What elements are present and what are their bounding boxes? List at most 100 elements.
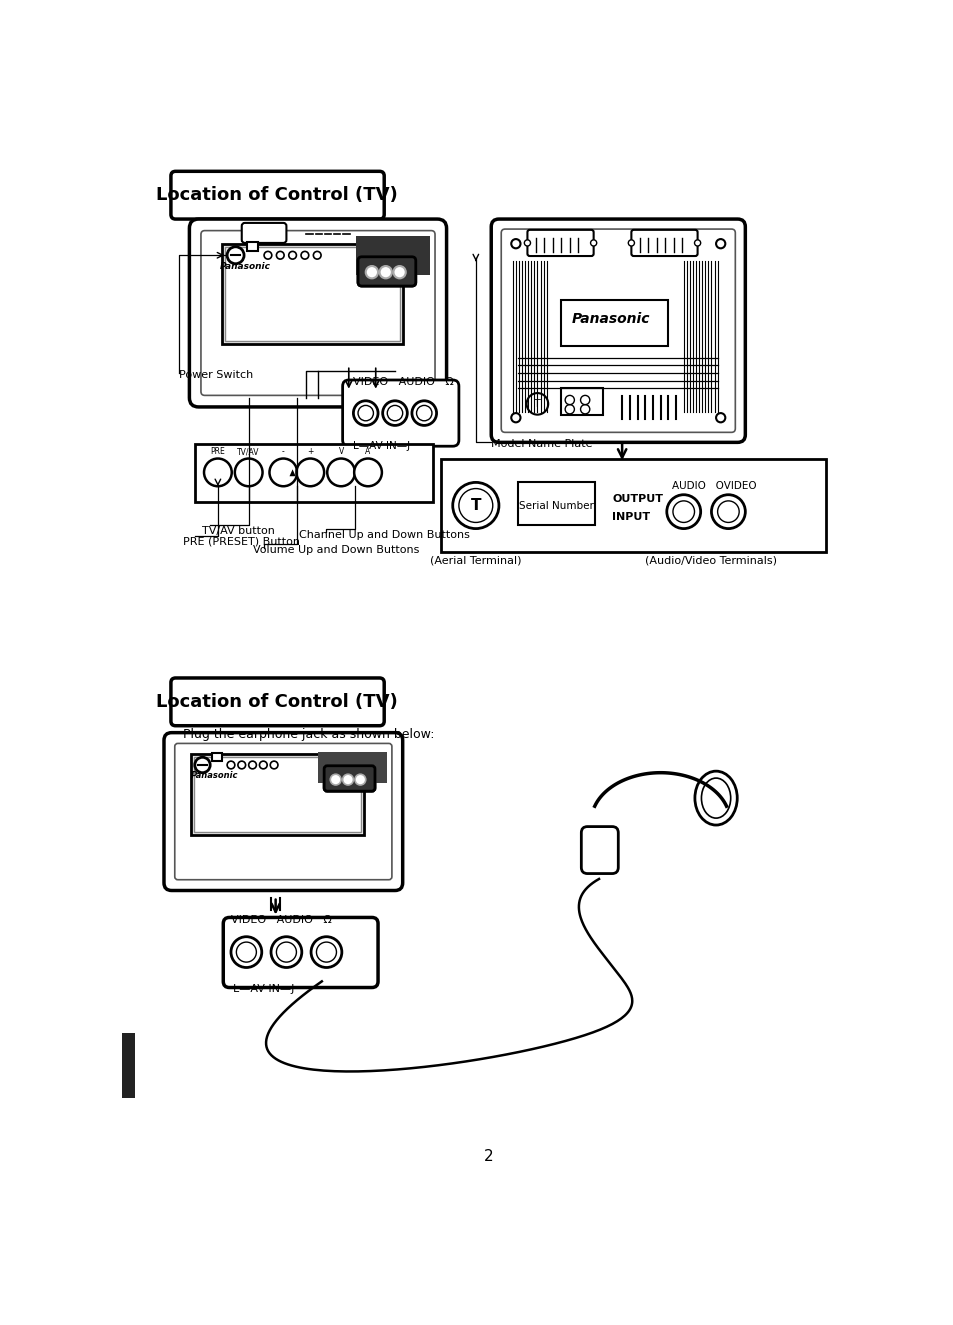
FancyBboxPatch shape (164, 733, 402, 890)
FancyBboxPatch shape (324, 766, 375, 791)
Bar (560, 299, 668, 346)
Circle shape (355, 774, 365, 784)
FancyBboxPatch shape (324, 766, 375, 791)
Text: (Aerial Terminal): (Aerial Terminal) (430, 556, 521, 566)
Bar (191, 754, 364, 835)
Circle shape (387, 405, 402, 421)
Text: VIDEO   AUDIO   Ω: VIDEO AUDIO Ω (231, 914, 332, 925)
Circle shape (357, 405, 373, 421)
Bar (440, 460, 825, 551)
Circle shape (259, 761, 267, 768)
Circle shape (270, 761, 277, 768)
Text: AUDIO   OVIDEO: AUDIO OVIDEO (672, 481, 756, 492)
Text: Serial Number: Serial Number (518, 501, 594, 510)
Text: V: V (338, 447, 343, 456)
Circle shape (227, 246, 244, 264)
Text: -: - (282, 447, 284, 456)
FancyBboxPatch shape (342, 380, 458, 447)
Circle shape (289, 252, 296, 260)
FancyBboxPatch shape (201, 231, 435, 395)
Text: Panasonic: Panasonic (571, 313, 649, 326)
Circle shape (330, 774, 341, 784)
Text: 2: 2 (483, 1149, 494, 1163)
Circle shape (355, 774, 365, 784)
Circle shape (330, 774, 341, 784)
Text: (Audio/Video Terminals): (Audio/Video Terminals) (644, 556, 776, 566)
Circle shape (365, 266, 377, 278)
Text: T: T (470, 498, 480, 513)
Circle shape (717, 501, 739, 522)
Circle shape (276, 252, 284, 260)
FancyBboxPatch shape (171, 171, 384, 219)
Circle shape (412, 400, 436, 425)
FancyBboxPatch shape (223, 917, 377, 987)
Bar (193, 758, 361, 832)
Circle shape (313, 252, 321, 260)
FancyBboxPatch shape (491, 219, 744, 443)
Polygon shape (289, 469, 295, 476)
Text: PRE (PRESET) Button: PRE (PRESET) Button (183, 537, 300, 547)
Circle shape (524, 240, 530, 246)
Text: TV/AV: TV/AV (237, 447, 259, 456)
Text: OUTPUT: OUTPUT (612, 494, 662, 505)
Circle shape (711, 494, 744, 529)
Circle shape (526, 394, 548, 415)
Circle shape (311, 937, 341, 967)
Circle shape (453, 482, 498, 529)
Ellipse shape (694, 771, 737, 825)
Circle shape (353, 400, 377, 425)
Circle shape (716, 413, 724, 423)
FancyBboxPatch shape (357, 257, 416, 286)
Circle shape (327, 458, 355, 486)
Text: L—AV IN—J: L—AV IN—J (353, 441, 410, 452)
FancyBboxPatch shape (631, 229, 697, 256)
Circle shape (276, 942, 296, 962)
Circle shape (231, 937, 261, 967)
Circle shape (416, 405, 432, 421)
Bar (517, 482, 595, 525)
Circle shape (511, 413, 520, 423)
Circle shape (379, 266, 392, 278)
Text: Panasonic: Panasonic (191, 771, 238, 779)
Circle shape (365, 266, 377, 278)
Circle shape (666, 494, 700, 529)
Text: Plug the earphone jack as shown below:: Plug the earphone jack as shown below: (183, 729, 435, 742)
Text: TV/AV button: TV/AV button (202, 526, 275, 535)
Text: Channel Up and Down Buttons: Channel Up and Down Buttons (298, 530, 469, 539)
Circle shape (716, 238, 724, 248)
Circle shape (249, 761, 256, 768)
Circle shape (644, 317, 649, 322)
Bar (221, 244, 402, 343)
Ellipse shape (700, 778, 730, 818)
Circle shape (236, 942, 256, 962)
FancyBboxPatch shape (500, 229, 735, 432)
Text: T: T (534, 399, 540, 409)
Bar (194, 444, 433, 502)
Text: L—AV IN—J: L—AV IN—J (233, 984, 294, 994)
FancyBboxPatch shape (580, 827, 618, 873)
Circle shape (511, 238, 520, 248)
Text: Location of Control (TV): Location of Control (TV) (156, 693, 397, 710)
FancyBboxPatch shape (527, 229, 593, 256)
FancyBboxPatch shape (357, 257, 416, 286)
Circle shape (271, 937, 301, 967)
Circle shape (354, 458, 381, 486)
Circle shape (382, 400, 407, 425)
Circle shape (234, 458, 262, 486)
Bar (121, 1034, 135, 1098)
FancyBboxPatch shape (174, 743, 392, 880)
Text: A: A (365, 447, 371, 456)
Circle shape (590, 240, 596, 246)
FancyBboxPatch shape (241, 223, 286, 242)
Circle shape (204, 458, 232, 486)
Circle shape (672, 501, 694, 522)
Circle shape (573, 317, 578, 322)
Text: Model Name Plate: Model Name Plate (491, 439, 592, 449)
Circle shape (264, 252, 272, 260)
Text: PRE: PRE (211, 447, 225, 456)
Circle shape (194, 758, 210, 772)
Bar (213, 754, 221, 761)
Text: VIDEO   AUDIO   Ω: VIDEO AUDIO Ω (353, 378, 453, 387)
FancyBboxPatch shape (171, 678, 384, 726)
Circle shape (301, 252, 309, 260)
